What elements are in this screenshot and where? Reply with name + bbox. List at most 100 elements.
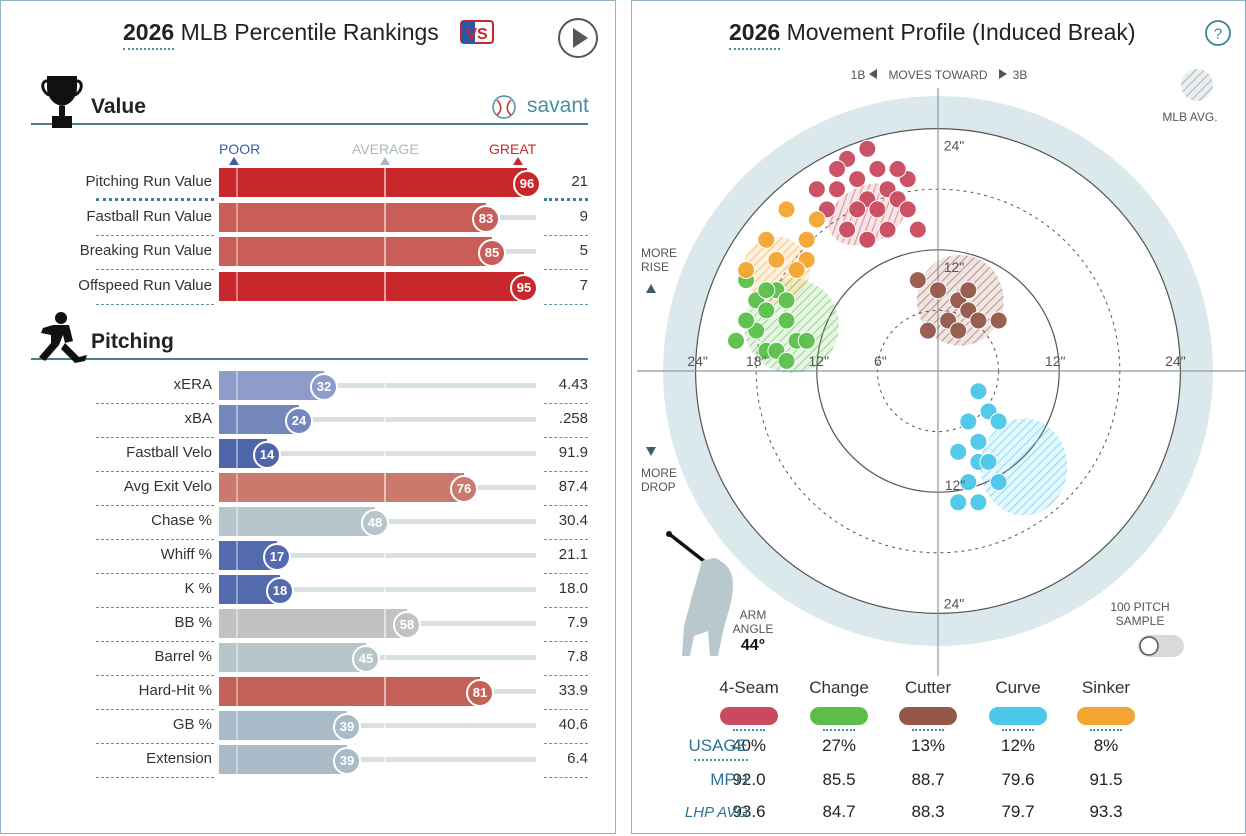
ring-label: 18" — [746, 353, 767, 369]
pitch-color-swatch[interactable] — [899, 707, 957, 725]
row-divider — [544, 641, 588, 642]
percentile-badge: 96 — [513, 170, 541, 198]
baseball-icon — [492, 95, 516, 119]
percentile-row-k[interactable]: K % 18 18.0 — [1, 572, 617, 608]
row-divider — [544, 607, 588, 608]
percentile-badge: 14 — [253, 441, 281, 469]
pitch-dot-4seam — [828, 160, 846, 178]
bar-midline — [384, 405, 386, 434]
percentile-row-xera[interactable]: xERA 32 4.43 — [1, 368, 617, 404]
movement-year-selector[interactable]: 2026 — [729, 19, 781, 50]
bar-midline — [384, 643, 386, 672]
row-label-mph: MPH — [710, 770, 748, 789]
percentile-row-barrel[interactable]: Barrel % 45 7.8 — [1, 640, 617, 676]
down-arrow-icon — [646, 447, 656, 456]
arm-angle-label: ARM — [740, 608, 767, 622]
row-label-usage: USAGE — [688, 736, 748, 755]
percentile-row-xba[interactable]: xBA 24 .258 — [1, 402, 617, 438]
row-divider — [96, 607, 214, 608]
pitch-name-4seam[interactable]: 4-Seam — [719, 678, 779, 697]
pitch-color-swatch[interactable] — [989, 707, 1047, 725]
pitch-name-cutter[interactable]: Cutter — [904, 678, 952, 697]
stat-value: 7.9 — [567, 614, 588, 631]
percentile-row-extension[interactable]: Extension 39 6.4 — [1, 742, 617, 778]
percentile-badge: 18 — [266, 577, 294, 605]
row-divider — [96, 539, 214, 540]
percentile-row-avg-exit-velo[interactable]: Avg Exit Velo 76 87.4 — [1, 470, 617, 506]
stat-name: BB % — [174, 614, 212, 631]
row-divider — [544, 539, 588, 540]
bar-midline — [384, 371, 386, 400]
pitch-dot-change — [737, 311, 756, 330]
sample-toggle[interactable] — [1132, 633, 1188, 663]
percentile-bar — [219, 745, 386, 774]
play-icon[interactable] — [557, 17, 599, 59]
stat-value: 7 — [579, 277, 588, 295]
pitch-color-swatch[interactable] — [1077, 707, 1135, 725]
percentile-row-fastball-run-value[interactable]: Fastball Run Value 83 9 — [1, 200, 617, 236]
percentile-row-gb[interactable]: GB % 39 40.6 — [1, 708, 617, 744]
pitch-lhp-value: 84.7 — [822, 802, 856, 821]
percentile-bar — [219, 677, 480, 706]
up-arrow-icon — [646, 284, 656, 293]
pitch-dot-cutter — [969, 311, 988, 330]
row-divider — [96, 743, 214, 744]
sample-label: 100 PITCH — [1110, 600, 1169, 614]
stat-name: xBA — [184, 410, 212, 427]
pitch-name-change[interactable]: Change — [809, 678, 869, 697]
percentile-row-hard-hit[interactable]: Hard-Hit % 81 33.9 — [1, 674, 617, 710]
bar-tick — [236, 541, 238, 570]
ring-label: 12" — [809, 353, 830, 369]
pitch-dot-4seam — [878, 220, 897, 239]
vs-icon[interactable]: VS — [459, 15, 495, 49]
row-divider — [544, 198, 588, 201]
pitch-color-swatch[interactable] — [810, 707, 868, 725]
pitch-dot-cutter — [929, 281, 947, 300]
row-divider — [96, 505, 214, 506]
percentile-rankings-panel: 2026 MLB Percentile Rankings VS Value sa… — [0, 0, 616, 834]
percentile-badge: 24 — [285, 407, 313, 435]
percentile-year-selector[interactable]: 2026 — [123, 19, 175, 50]
row-divider — [544, 304, 588, 306]
percentile-row-pitching-run-value[interactable]: Pitching Run Value 96 21 — [1, 165, 617, 201]
pitch-dot-4seam — [868, 160, 887, 178]
percentile-badge: 48 — [361, 509, 389, 537]
pitch-mph-value: 92.0 — [732, 770, 766, 789]
svg-text:VS: VS — [466, 26, 488, 43]
swatch-underline — [1002, 729, 1034, 731]
percentile-row-whiff[interactable]: Whiff % 17 21.1 — [1, 538, 617, 574]
ring-label: 24" — [944, 595, 965, 611]
mlb-avg-label: MLB AVG. — [1162, 110, 1217, 124]
bar-tick — [236, 711, 238, 740]
pitch-color-swatch[interactable] — [720, 707, 778, 725]
pitch-dot-curve — [949, 493, 968, 512]
percentile-row-offspeed-run-value[interactable]: Offspeed Run Value 95 7 — [1, 269, 617, 306]
pitch-dot-4seam — [858, 139, 877, 158]
bar-tick — [236, 405, 238, 434]
pitch-dot-curve — [989, 473, 1008, 492]
percentile-row-breaking-run-value[interactable]: Breaking Run Value 85 5 — [1, 234, 617, 271]
pitch-name-curve[interactable]: Curve — [995, 678, 1041, 697]
stat-value: 7.8 — [567, 648, 588, 665]
percentile-row-fastball-velo[interactable]: Fastball Velo 14 91.9 — [1, 436, 617, 472]
percentile-bar — [219, 237, 492, 267]
stat-value: 33.9 — [558, 682, 588, 699]
stat-value: 9 — [579, 207, 588, 225]
stat-value: 6.4 — [567, 750, 588, 767]
percentile-title-text: MLB Percentile Rankings — [180, 19, 439, 45]
pitch-dot-curve — [959, 473, 978, 492]
stat-value: 40.6 — [558, 716, 588, 733]
swatch-underline — [733, 729, 765, 731]
bar-midline — [384, 202, 386, 232]
row-divider — [96, 709, 214, 710]
bar-tick — [236, 677, 238, 706]
percentile-row-chase[interactable]: Chase % 48 30.4 — [1, 504, 617, 540]
row-divider — [96, 777, 214, 778]
percentile-row-bb[interactable]: BB % 58 7.9 — [1, 606, 617, 642]
pitching-section-label: Pitching — [91, 330, 174, 353]
pitch-name-sinker[interactable]: Sinker — [1081, 678, 1131, 697]
bar-midline — [384, 575, 386, 604]
help-icon[interactable]: ? — [1203, 18, 1233, 48]
pitch-dot-change — [797, 331, 816, 350]
row-label-lhp: LHP AVG — [684, 804, 748, 821]
